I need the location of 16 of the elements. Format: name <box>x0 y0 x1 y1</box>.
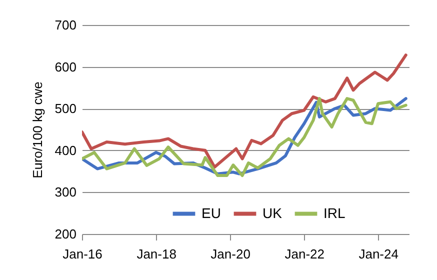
line-series <box>82 54 408 169</box>
y-tick-label: 200 <box>54 226 76 242</box>
x-tick-label: Jan-16 <box>62 246 102 262</box>
legend-label: UK <box>262 204 283 221</box>
x-tick-label: Jan-20 <box>210 246 250 262</box>
y-tick-label: 400 <box>54 142 76 158</box>
y-tick-label: 500 <box>54 101 76 116</box>
y-tick-label: 300 <box>54 184 76 200</box>
y-tick-label: 600 <box>54 59 76 74</box>
x-tick-label: Jan-24 <box>358 246 398 262</box>
y-axis-title: Euro/100 kg cwe <box>30 82 45 178</box>
y-tick-label: 700 <box>54 18 76 32</box>
legend-label: EU <box>202 204 221 221</box>
x-tick-label: Jan-18 <box>136 246 176 262</box>
legend-label: IRL <box>324 204 346 221</box>
x-tick-label: Jan-22 <box>284 246 324 262</box>
